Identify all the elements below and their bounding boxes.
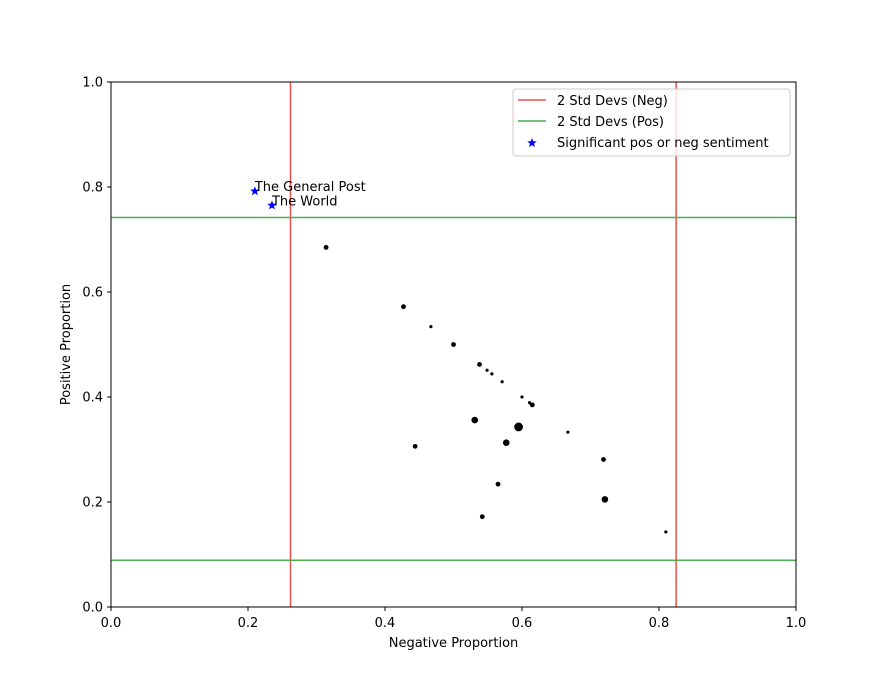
reference-lines	[111, 82, 796, 607]
y-axis-label: Positive Proportion	[59, 284, 74, 405]
scatter-point	[485, 368, 489, 372]
scatter-point	[514, 422, 523, 432]
scatter-point	[471, 416, 479, 424]
x-tick-label: 1.0	[786, 616, 807, 631]
x-tick-label: 0.0	[101, 616, 122, 631]
scatter-point	[412, 443, 418, 449]
legend-entry-label: Significant pos or neg sentiment	[557, 136, 769, 151]
significant-points	[250, 186, 277, 210]
legend-box	[512, 88, 791, 157]
y-axis-ticks: 0.0 0.2 0.4 0.6 0.8 1.0	[82, 76, 111, 616]
y-tick-label: 1.0	[82, 76, 103, 91]
scatter-point	[520, 395, 524, 399]
scatter-point	[401, 304, 406, 310]
scatter-point	[601, 457, 606, 462]
x-axis-ticks: 0.0 0.2 0.4 0.6 0.8 1.0	[101, 607, 807, 631]
y-tick-label: 0.4	[82, 391, 103, 406]
scatter-point	[502, 439, 510, 446]
scatter-point	[566, 430, 570, 434]
legend-entry-label: 2 Std Devs (Pos)	[557, 115, 664, 130]
y-tick-label: 0.2	[82, 496, 103, 511]
scatter-point	[477, 362, 482, 367]
x-tick-label: 0.8	[649, 616, 670, 631]
scatter-point	[490, 372, 494, 376]
point-annotation-label: The General Post	[254, 180, 366, 195]
x-axis-label: Negative Proportion	[389, 636, 519, 651]
legend-entry-label: 2 Std Devs (Neg)	[557, 94, 668, 109]
scatter-point	[500, 380, 504, 384]
x-tick-label: 0.6	[512, 616, 533, 631]
scatter-point	[429, 325, 433, 329]
y-tick-label: 0.0	[82, 601, 103, 616]
x-tick-label: 0.2	[238, 616, 259, 631]
scatter-point	[529, 402, 535, 408]
plot-frame	[110, 81, 797, 608]
scatter-point	[664, 530, 668, 534]
scatter-point	[495, 481, 501, 487]
x-tick-label: 0.4	[375, 616, 396, 631]
scatter-point	[479, 514, 485, 520]
significant-point-star	[250, 186, 260, 196]
data-points	[323, 244, 668, 534]
scatter-point	[601, 496, 609, 503]
significant-point-star	[267, 200, 277, 210]
scatter-point	[323, 244, 329, 250]
legend: 2 Std Devs (Neg) 2 Std Devs (Pos) Signific…	[512, 88, 791, 157]
point-annotation-label: The World	[271, 194, 338, 209]
y-tick-label: 0.6	[82, 286, 103, 301]
scatter-point	[451, 342, 456, 347]
y-tick-label: 0.8	[82, 181, 103, 196]
legend-star-swatch	[527, 138, 537, 148]
